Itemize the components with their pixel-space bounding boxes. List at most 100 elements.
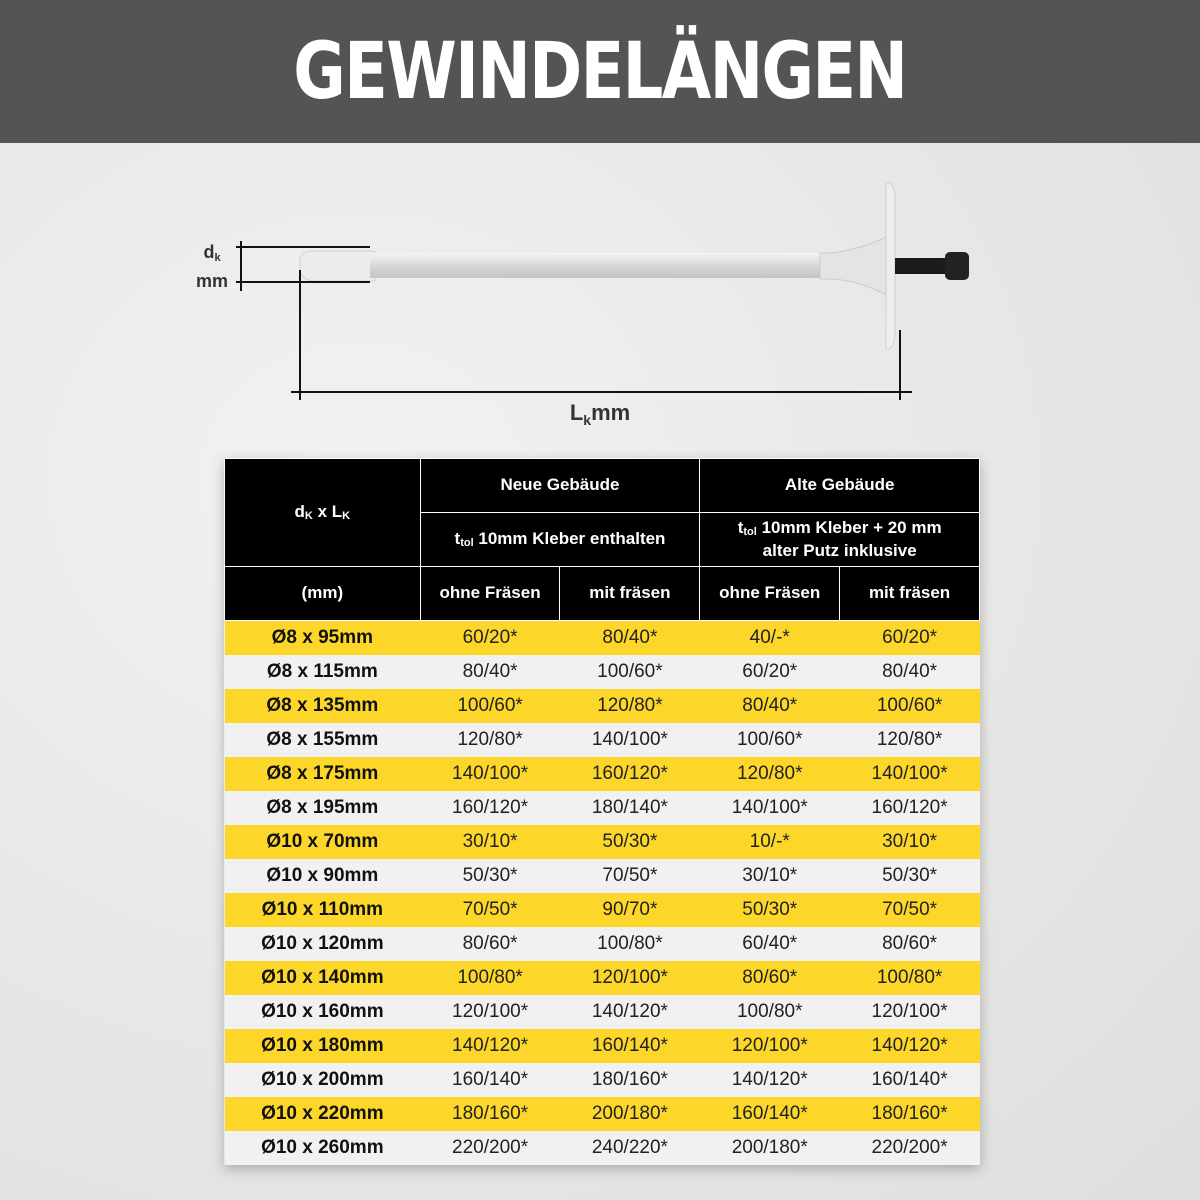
value-cell: 180/160* <box>420 1096 560 1131</box>
value-cell: 120/80* <box>699 756 840 791</box>
value-cell: 120/80* <box>559 688 700 723</box>
value-cell: 140/100* <box>839 756 980 791</box>
value-cell: 80/60* <box>699 960 840 995</box>
value-cell: 10/-* <box>699 824 840 859</box>
value-cell: 80/60* <box>420 926 560 961</box>
value-cell: 60/20* <box>420 620 560 655</box>
value-cell: 50/30* <box>839 858 980 893</box>
value-cell: 160/140* <box>699 1096 840 1131</box>
value-cell: 100/80* <box>559 926 700 961</box>
size-cell: Ø8 x 115mm <box>224 654 421 689</box>
insulation-anchor-image <box>299 182 969 350</box>
value-cell: 100/80* <box>699 994 840 1029</box>
page-title: GEWINDELÄNGEN <box>293 26 908 117</box>
value-cell: 160/120* <box>420 790 560 825</box>
value-cell: 80/40* <box>420 654 560 689</box>
size-cell: Ø10 x 260mm <box>224 1130 421 1165</box>
subheader-old-without-milling: ohne Fräsen <box>699 566 841 621</box>
value-cell: 160/140* <box>420 1062 560 1097</box>
value-cell: 220/200* <box>420 1130 560 1165</box>
size-cell: Ø10 x 220mm <box>224 1096 421 1131</box>
table-row: Ø8 x 115mm 80/40* 100/60* 60/20* 80/40* <box>224 654 980 689</box>
table-row: Ø10 x 70mm 30/10* 50/30* 10/-* 30/10* <box>224 824 980 859</box>
value-cell: 120/100* <box>699 1028 840 1063</box>
value-cell: 160/120* <box>559 756 700 791</box>
value-cell: 100/60* <box>420 688 560 723</box>
anchor-dimension-diagram: dk mm Lkmm <box>196 182 969 428</box>
value-cell: 220/200* <box>839 1130 980 1165</box>
value-cell: 100/80* <box>839 960 980 995</box>
dk-unit: mm <box>196 271 228 291</box>
value-cell: 100/60* <box>699 722 840 757</box>
value-cell: 140/120* <box>420 1028 560 1063</box>
value-cell: 200/180* <box>559 1096 700 1131</box>
value-cell: 60/40* <box>699 926 840 961</box>
value-cell: 30/10* <box>699 858 840 893</box>
value-cell: 180/160* <box>559 1062 700 1097</box>
value-cell: 180/140* <box>559 790 700 825</box>
value-cell: 120/80* <box>420 722 560 757</box>
table-row: Ø10 x 90mm 50/30* 70/50* 30/10* 50/30* <box>224 858 980 893</box>
value-cell: 120/100* <box>559 960 700 995</box>
value-cell: 60/20* <box>839 620 980 655</box>
value-cell: 160/120* <box>839 790 980 825</box>
header-old-buildings: Alte Gebäude <box>699 458 980 513</box>
table-row: Ø10 x 160mm 120/100* 140/120* 100/80* 120/10… <box>224 994 980 1029</box>
title-banner: GEWINDELÄNGEN <box>0 0 1200 143</box>
value-cell: 200/180* <box>699 1130 840 1165</box>
table-row: Ø8 x 155mm 120/80* 140/100* 100/60* 120/80* <box>224 722 980 757</box>
size-cell: Ø10 x 90mm <box>224 858 421 893</box>
value-cell: 80/60* <box>839 926 980 961</box>
header-dimension: dK x LK <box>224 458 421 567</box>
value-cell: 40/-* <box>699 620 840 655</box>
size-cell: Ø8 x 195mm <box>224 790 421 825</box>
value-cell: 70/50* <box>559 858 700 893</box>
value-cell: 50/30* <box>699 892 840 927</box>
value-cell: 100/60* <box>839 688 980 723</box>
table-row: Ø10 x 200mm 160/140* 180/160* 140/120* 160/1… <box>224 1062 980 1097</box>
value-cell: 80/40* <box>559 620 700 655</box>
table-row: Ø10 x 180mm 140/120* 160/140* 120/100* 140/1… <box>224 1028 980 1063</box>
value-cell: 240/220* <box>559 1130 700 1165</box>
header-old-desc: ttol 10mm Kleber + 20 mm alter Putz inklu… <box>699 512 980 567</box>
subheader-new-without-milling: ohne Fräsen <box>419 566 561 621</box>
value-cell: 70/50* <box>420 892 560 927</box>
value-cell: 90/70* <box>559 892 700 927</box>
size-cell: Ø10 x 140mm <box>224 960 421 995</box>
table-row: Ø10 x 220mm 180/160* 200/180* 160/140* 180/1… <box>224 1096 980 1131</box>
size-cell: Ø8 x 95mm <box>224 620 421 655</box>
value-cell: 80/40* <box>839 654 980 689</box>
value-cell: 140/120* <box>839 1028 980 1063</box>
value-cell: 140/100* <box>559 722 700 757</box>
thread-length-table: dK x LK Neue Gebäude Alte Gebäude ttol 1… <box>224 458 980 1165</box>
table-row: Ø10 x 140mm 100/80* 120/100* 80/60* 100/80* <box>224 960 980 995</box>
value-cell: 180/160* <box>839 1096 980 1131</box>
subheader-old-with-milling: mit fräsen <box>839 566 980 621</box>
subheader-new-with-milling: mit fräsen <box>559 566 701 621</box>
size-cell: Ø10 x 120mm <box>224 926 421 961</box>
value-cell: 140/120* <box>559 994 700 1029</box>
header-unit: (mm) <box>224 566 421 621</box>
size-cell: Ø8 x 175mm <box>224 756 421 791</box>
size-cell: Ø8 x 155mm <box>224 722 421 757</box>
value-cell: 120/100* <box>839 994 980 1029</box>
value-cell: 70/50* <box>839 892 980 927</box>
table-row: Ø8 x 175mm 140/100* 160/120* 120/80* 140/100… <box>224 756 980 791</box>
value-cell: 120/100* <box>420 994 560 1029</box>
value-cell: 50/30* <box>420 858 560 893</box>
value-cell: 140/100* <box>699 790 840 825</box>
table-row: Ø8 x 95mm 60/20* 80/40* 40/-* 60/20* <box>224 620 980 655</box>
size-cell: Ø10 x 110mm <box>224 892 421 927</box>
value-cell: 120/80* <box>839 722 980 757</box>
table-row: Ø10 x 120mm 80/60* 100/80* 60/40* 80/60* <box>224 926 980 961</box>
size-cell: Ø10 x 160mm <box>224 994 421 1029</box>
table-row: Ø10 x 110mm 70/50* 90/70* 50/30* 70/50* <box>224 892 980 927</box>
value-cell: 100/80* <box>420 960 560 995</box>
size-cell: Ø10 x 180mm <box>224 1028 421 1063</box>
value-cell: 160/140* <box>559 1028 700 1063</box>
header-new-desc: ttol 10mm Kleber enthalten <box>419 512 701 567</box>
value-cell: 80/40* <box>699 688 840 723</box>
value-cell: 30/10* <box>420 824 560 859</box>
dk-label: dk <box>203 242 221 264</box>
value-cell: 140/120* <box>699 1062 840 1097</box>
